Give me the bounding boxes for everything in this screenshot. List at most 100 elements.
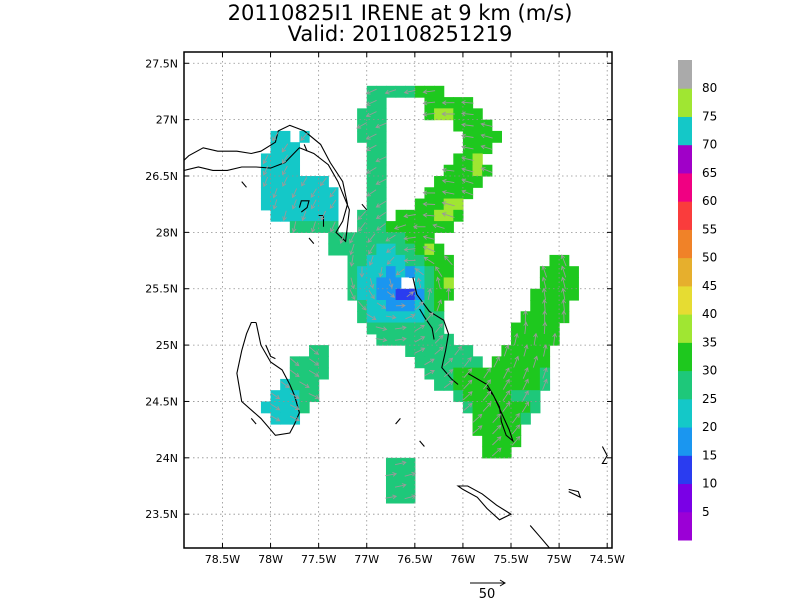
x-tick-label: 78.5W bbox=[205, 553, 240, 566]
wind-vector bbox=[422, 100, 436, 106]
coastline bbox=[361, 203, 368, 211]
coastlines bbox=[184, 124, 608, 548]
wind-vector bbox=[357, 222, 366, 232]
wind-vector bbox=[434, 334, 444, 344]
wind-vector bbox=[491, 447, 502, 457]
wind-cell bbox=[318, 198, 329, 211]
wind-vector bbox=[289, 415, 300, 422]
wind-vector bbox=[461, 189, 474, 196]
reference-arrow bbox=[470, 579, 506, 587]
wind-vector bbox=[480, 144, 493, 150]
wind-cell bbox=[270, 142, 281, 155]
colorbar-swatch bbox=[678, 314, 692, 343]
wind-vector bbox=[463, 391, 473, 401]
wind-vector bbox=[422, 201, 436, 207]
wind-vector bbox=[299, 381, 310, 388]
wind-cell bbox=[549, 311, 560, 324]
wind-cell bbox=[511, 367, 522, 380]
eye-blank bbox=[401, 277, 410, 289]
colorbar-swatch bbox=[678, 201, 692, 230]
wind-vector bbox=[460, 133, 474, 139]
wind-vector bbox=[289, 369, 300, 378]
coastline bbox=[236, 321, 300, 436]
wind-cell bbox=[434, 209, 445, 222]
wind-vector bbox=[309, 346, 319, 355]
wind-vector bbox=[523, 310, 528, 323]
wind-cell bbox=[405, 322, 416, 335]
wind-vector bbox=[376, 302, 387, 309]
wind-vector bbox=[422, 235, 436, 240]
wind-cell bbox=[405, 300, 416, 312]
wind-vector bbox=[427, 287, 433, 300]
wind-cell bbox=[443, 221, 454, 233]
wind-cell bbox=[405, 457, 416, 470]
wind-vector bbox=[369, 278, 375, 289]
wind-cell bbox=[424, 266, 435, 279]
wind-cell bbox=[491, 367, 502, 380]
wind-vector bbox=[532, 355, 539, 368]
wind-cell bbox=[434, 254, 445, 267]
wind-cell bbox=[376, 142, 387, 155]
y-tick-label: 25N bbox=[156, 339, 178, 352]
wind-cell bbox=[357, 232, 368, 245]
wind-cell bbox=[520, 412, 531, 425]
wind-cell bbox=[472, 356, 483, 369]
wind-vector bbox=[441, 190, 455, 195]
colorbar-label: 35 bbox=[702, 335, 717, 349]
x-tick-label: 75.5W bbox=[493, 553, 528, 566]
wind-vector bbox=[301, 177, 308, 187]
wind-vector bbox=[416, 277, 422, 289]
wind-cell bbox=[385, 333, 397, 346]
wind-cell bbox=[414, 232, 426, 245]
wind-cell bbox=[491, 130, 502, 143]
wind-cell bbox=[511, 345, 522, 357]
wind-cell bbox=[491, 401, 502, 414]
wind-vector bbox=[522, 378, 529, 390]
wind-vector bbox=[301, 210, 307, 221]
wind-vector bbox=[561, 287, 566, 301]
wind-vector bbox=[514, 332, 519, 346]
wind-vector bbox=[310, 221, 316, 233]
wind-vector bbox=[441, 212, 455, 218]
colorbar-label: 5 bbox=[702, 505, 710, 519]
wind-vector bbox=[422, 89, 436, 95]
wind-vector bbox=[365, 88, 377, 95]
wind-vector bbox=[272, 188, 278, 199]
wind-vector bbox=[503, 344, 510, 357]
wind-vector bbox=[521, 401, 529, 413]
wind-cell bbox=[395, 277, 406, 290]
wind-vector bbox=[483, 379, 492, 390]
wind-cell bbox=[434, 198, 445, 211]
wind-vector bbox=[349, 243, 355, 256]
wind-vector bbox=[560, 276, 566, 289]
coastline bbox=[467, 372, 515, 443]
colorbar-swatch bbox=[678, 427, 692, 456]
wind-vector bbox=[435, 276, 441, 289]
wind-vector bbox=[350, 277, 356, 290]
wind-cell bbox=[260, 401, 272, 414]
wind-cell bbox=[434, 176, 445, 188]
colorbar-swatch bbox=[678, 285, 692, 315]
wind-cell bbox=[270, 176, 281, 188]
wind-cell bbox=[405, 480, 416, 493]
wind-vector bbox=[375, 178, 387, 185]
wind-vector bbox=[414, 324, 426, 332]
wind-vector bbox=[291, 221, 297, 233]
wind-cell bbox=[462, 345, 474, 357]
wind-cell bbox=[385, 300, 397, 312]
colorbar-label: 70 bbox=[702, 138, 717, 152]
wind-vector bbox=[434, 346, 444, 355]
colorbar-swatch bbox=[678, 60, 692, 89]
wind-vector bbox=[281, 154, 288, 165]
wind-vector bbox=[542, 367, 548, 379]
wind-cell bbox=[453, 198, 464, 211]
wind-cell bbox=[376, 277, 387, 290]
y-tick-label: 23.5N bbox=[145, 508, 178, 521]
wind-vector bbox=[329, 221, 336, 233]
wind-vector bbox=[541, 265, 548, 278]
coastline bbox=[601, 446, 608, 465]
wind-vector bbox=[386, 245, 396, 253]
wind-cell bbox=[472, 108, 483, 121]
wind-cell bbox=[270, 153, 281, 166]
wind-vector bbox=[320, 210, 327, 221]
